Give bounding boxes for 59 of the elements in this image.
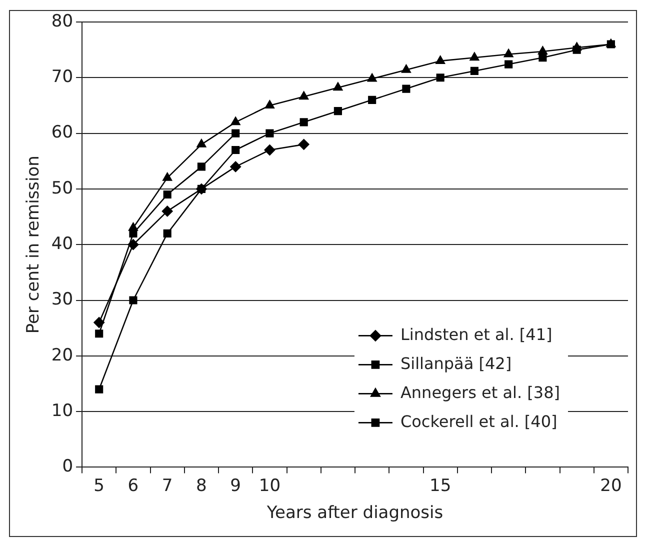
point	[230, 116, 240, 126]
point	[470, 52, 480, 61]
point	[95, 385, 104, 394]
point	[197, 162, 206, 171]
point	[368, 96, 376, 104]
point	[196, 138, 206, 148]
y-tick-label: 80	[51, 11, 74, 32]
x-tick-label: 15	[430, 476, 452, 496]
point	[162, 206, 173, 217]
point	[128, 222, 138, 231]
point	[95, 330, 104, 338]
point	[334, 107, 342, 116]
y-tick-label: 20	[51, 345, 74, 366]
legend-label: Lindsten et al. [41]	[400, 324, 552, 344]
point	[94, 317, 105, 328]
x-tick-label: 6	[128, 476, 139, 496]
point	[266, 129, 274, 138]
point	[162, 172, 172, 181]
y-tick-label: 60	[51, 122, 74, 143]
x-tick-label: 9	[230, 476, 241, 496]
point	[298, 138, 310, 150]
point	[401, 64, 412, 73]
y-tick-label: 40	[51, 234, 74, 254]
point	[129, 296, 138, 304]
point	[333, 82, 343, 91]
x-tick-label: 7	[162, 476, 173, 496]
point	[435, 55, 446, 64]
y-tick-label: 50	[51, 178, 74, 198]
point	[504, 60, 513, 68]
y-tick-label: 30	[51, 290, 74, 310]
x-tick-label: 5	[94, 476, 105, 496]
legend-label: Sillanpää [42]	[400, 354, 512, 373]
legend-label: Annegers et al. [38]	[400, 382, 560, 402]
point	[572, 46, 581, 54]
point	[232, 146, 240, 154]
point	[264, 100, 275, 108]
point	[367, 73, 377, 82]
point	[299, 91, 309, 100]
point	[230, 161, 242, 172]
x-tick-label: 10	[258, 476, 281, 496]
point	[402, 84, 410, 93]
y-tick-label: 10	[51, 400, 74, 421]
point	[470, 66, 478, 76]
point	[163, 190, 172, 199]
y-tick-label: 70	[51, 67, 74, 88]
point	[128, 239, 139, 250]
point	[163, 229, 172, 238]
x-axis-title: Years after diagnosis	[266, 503, 444, 524]
x-tick-label: 20	[600, 476, 622, 496]
y-tick-label: 0	[62, 456, 74, 477]
point	[504, 48, 514, 58]
x-tick-label: 8	[196, 476, 207, 496]
point	[264, 144, 276, 156]
point	[232, 129, 240, 138]
y-axis-title: Per cent in remission	[24, 156, 44, 334]
point	[300, 118, 308, 126]
legend-label: Cockerell et al. [40]	[400, 412, 558, 431]
point	[436, 74, 444, 82]
point	[538, 54, 547, 62]
